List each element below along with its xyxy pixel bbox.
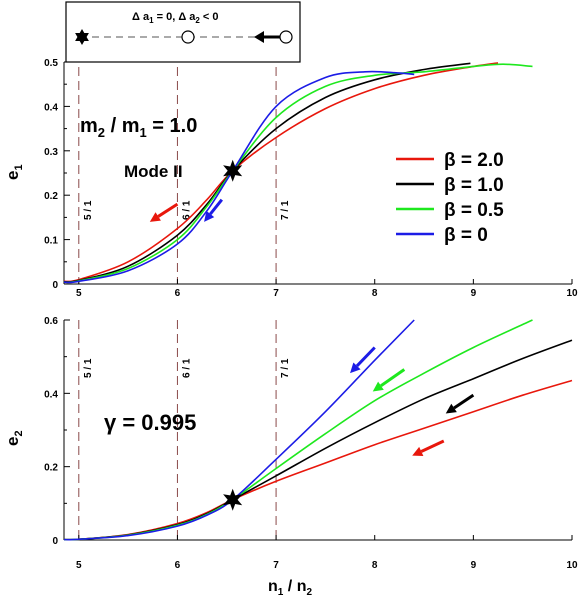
- top-y-tick-label: 0.4: [44, 102, 58, 113]
- top-series-0: [63, 70, 415, 284]
- mass-ratio-label: m2 / m1 = 1.0: [80, 115, 197, 140]
- top-y-tick-label: 0.5: [44, 58, 58, 69]
- bottom-y-tick-label: 0.4: [44, 389, 58, 400]
- bottom-direction-arrow: [412, 439, 445, 456]
- bottom-direction-arrow: [372, 368, 406, 392]
- bottom-resonance-label: 6 / 1: [181, 358, 192, 378]
- gamma-label: γ = 0.995: [104, 410, 196, 435]
- top-resonance-label: 6 / 1: [181, 200, 192, 220]
- bottom-resonance-label: 7 / 1: [280, 358, 291, 378]
- bottom-resonance-label: 5 / 1: [83, 358, 94, 378]
- top-series-2-0: [63, 62, 499, 283]
- bottom-star-marker: [223, 488, 243, 511]
- star-icon: [75, 29, 89, 45]
- top-y-tick-label: 0: [52, 280, 58, 291]
- bottom-series-2-0: [63, 379, 573, 541]
- top-ylabel: e1: [3, 164, 25, 180]
- bottom-direction-arrow: [445, 393, 475, 414]
- top-x-tick-label: 5: [76, 288, 82, 299]
- bottom-direction-arrow: [350, 346, 376, 374]
- top-x-tick-label: 6: [175, 288, 181, 299]
- open-circle-icon: [181, 30, 195, 44]
- top-y-tick-label: 0.1: [44, 236, 58, 247]
- inset-legend-text: Δ a1 = 0, Δ a2 < 0: [132, 11, 219, 25]
- mode-label: Mode II: [124, 162, 183, 181]
- legend-label-0-5: β = 0.5: [444, 200, 504, 221]
- legend-label-0: β = 0: [444, 225, 488, 246]
- bottom-x-tick-label: 9: [471, 560, 477, 571]
- legend: β = 2.0 β = 1.0 β = 0.5 β = 0: [396, 150, 504, 246]
- bottom-panel: 5 / 1 6 / 1 7 / 1 5 6 7 8 9 10 0 0.2 0.4 0.6 e2 γ =…: [3, 316, 578, 598]
- legend-label-2-0: β = 2.0: [444, 150, 504, 171]
- top-y-tick-label: 0.3: [44, 147, 58, 158]
- top-x-tick-label: 9: [471, 288, 477, 299]
- legend-label-1-0: β = 1.0: [444, 175, 504, 196]
- bottom-y-tick-label: 0: [52, 536, 58, 547]
- top-series-0-5: [63, 63, 533, 284]
- bottom-x-tick-label: 7: [273, 560, 279, 571]
- bottom-series-0: [63, 319, 415, 541]
- bottom-x-tick-label: 5: [76, 560, 82, 571]
- top-direction-arrow: [204, 198, 223, 222]
- bottom-x-tick-label: 10: [566, 560, 578, 571]
- bottom-y-tick-label: 0.2: [44, 463, 58, 474]
- bottom-x-tick-label: 8: [372, 560, 378, 571]
- top-direction-arrow: [149, 202, 179, 222]
- inset-legend: Δ a1 = 0, Δ a2 < 0: [65, 1, 301, 63]
- top-y-tick-label: 0.2: [44, 191, 58, 202]
- bottom-x-tick-label: 6: [175, 560, 181, 571]
- bottom-y-tick-label: 0.6: [44, 316, 58, 327]
- top-resonance-label: 5 / 1: [83, 200, 94, 220]
- top-x-tick-label: 8: [372, 288, 378, 299]
- bottom-xlabel: n1 / n2: [268, 578, 312, 598]
- bottom-ylabel: e2: [3, 430, 25, 446]
- top-star-marker: [223, 159, 243, 182]
- top-x-tick-label: 10: [566, 288, 578, 299]
- top-resonance-label: 7 / 1: [280, 200, 291, 220]
- top-x-tick-label: 7: [273, 288, 279, 299]
- arrow-circle-icon: [254, 30, 293, 44]
- bottom-series-1-0: [63, 339, 573, 541]
